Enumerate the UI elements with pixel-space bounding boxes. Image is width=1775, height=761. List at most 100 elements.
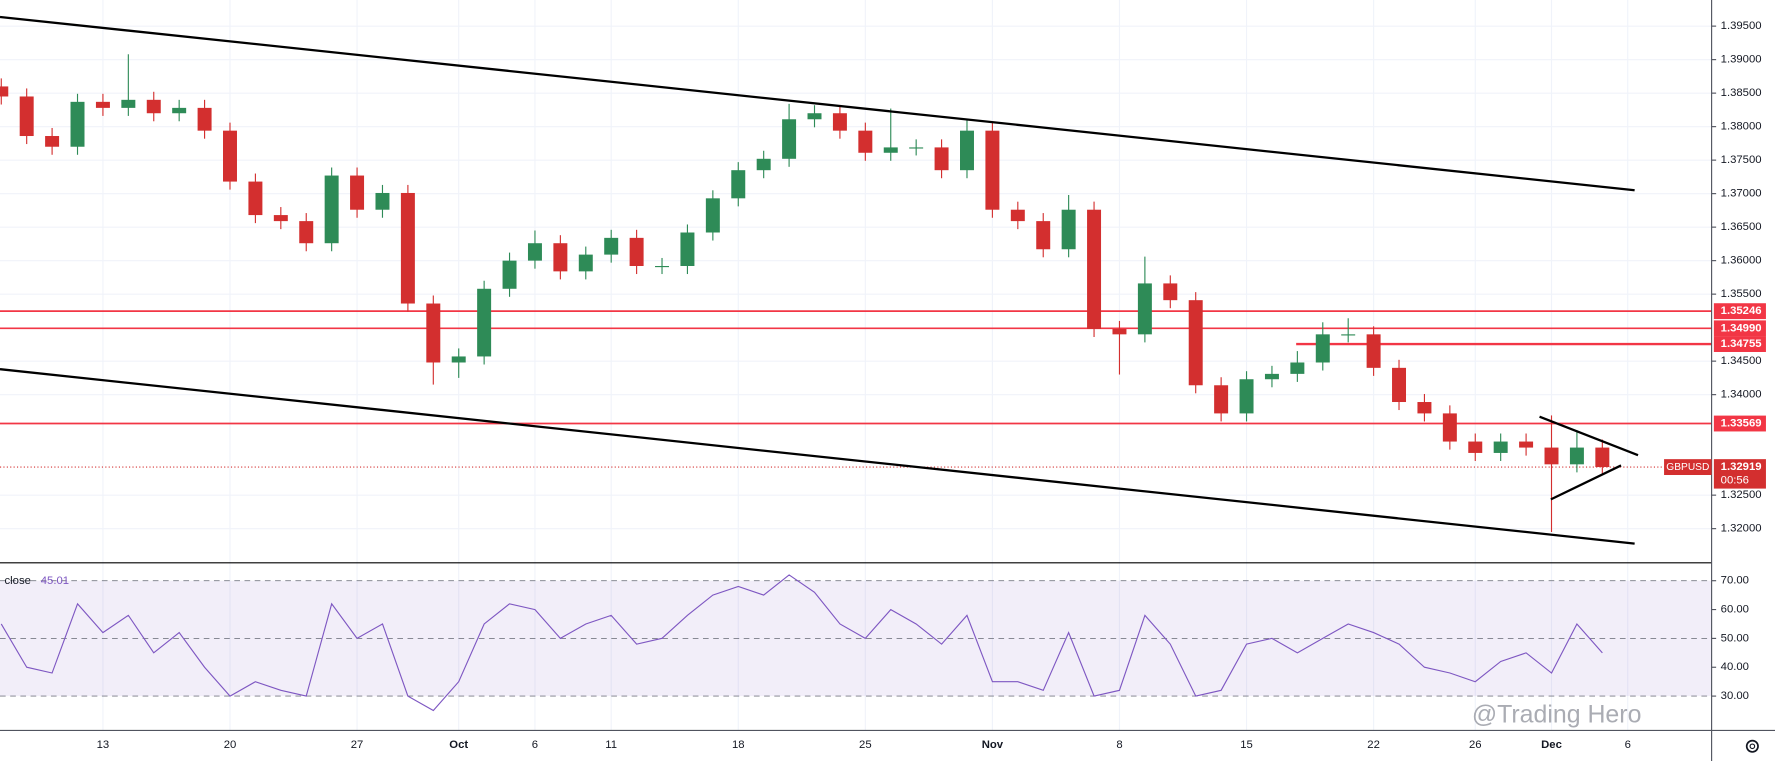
axes: 13 20 27 Oct 6 11 18 25 Nov 8 15 22 26 Dec 6 1.39500 1.3… [97, 20, 1762, 751]
candle-body [1061, 209, 1076, 250]
candle-body [19, 96, 34, 137]
candle-body [197, 107, 212, 131]
rsi-tick-label: 50.00 [1721, 632, 1749, 644]
candle-body [934, 147, 949, 171]
candle-body [527, 243, 542, 261]
candle-body [1468, 441, 1483, 453]
x-tick-label: 6 [1625, 739, 1631, 751]
candle-body [1544, 447, 1559, 465]
settings-icon[interactable] [1745, 739, 1759, 753]
candle-body [400, 192, 415, 304]
x-tick-label: Nov [982, 739, 1004, 751]
y-tick-label: 1.38000 [1721, 121, 1762, 133]
y-tick-label: 1.38500 [1721, 87, 1762, 99]
last-price-tag [1713, 459, 1766, 489]
candle-body [172, 107, 187, 114]
candle-body [1010, 209, 1025, 222]
x-tick-label: 20 [224, 739, 237, 751]
candle-body [985, 130, 1000, 210]
candle-body [273, 215, 288, 222]
candle-body [1214, 385, 1229, 414]
candle-body [1595, 447, 1610, 468]
y-tick-label: 1.37500 [1721, 154, 1762, 166]
candle-body [299, 221, 314, 244]
x-tick-label: 25 [859, 739, 872, 751]
gear[interactable] [1745, 739, 1759, 753]
candle-body [1519, 441, 1534, 448]
price-level-tag [1713, 303, 1766, 320]
y-tick-label: 1.34500 [1721, 355, 1762, 367]
candle-body [1290, 362, 1305, 374]
x-tick-label: 18 [732, 739, 745, 751]
candle-body [426, 303, 441, 363]
x-tick-label: Oct [449, 739, 468, 751]
y-tick-label: 1.39000 [1721, 54, 1762, 66]
candle-body [782, 119, 797, 159]
candle-body [680, 232, 695, 267]
rsi-tick-label: 30.00 [1721, 690, 1749, 702]
candle-body [223, 130, 237, 182]
triangle-lower [1550, 464, 1622, 501]
x-tick-label: 6 [532, 739, 538, 751]
candle-body [70, 101, 85, 147]
rsi-tick-label: 60.00 [1721, 604, 1749, 616]
gear-hub[interactable] [1749, 743, 1756, 750]
candle-body [121, 99, 136, 108]
candle-body [604, 237, 619, 255]
candle-body [883, 147, 898, 153]
candle-body [629, 237, 644, 267]
candle-body [375, 192, 390, 210]
price-level-label: 1.34990 [1721, 322, 1762, 334]
price-level-tag [1713, 415, 1766, 432]
candle-body [832, 113, 847, 131]
candle-body [731, 170, 746, 199]
candle-body [959, 130, 974, 171]
candle-body [1137, 283, 1152, 335]
candle-body [1366, 334, 1381, 368]
candle-body [578, 254, 593, 272]
y-tick-label: 1.34000 [1721, 389, 1762, 401]
rsi-tick-label: 70.00 [1721, 575, 1749, 587]
candle-body [146, 99, 161, 114]
x-tick-label: 27 [351, 739, 364, 751]
y-tick-label: 1.32500 [1721, 489, 1762, 501]
candle-body [1392, 367, 1407, 403]
candle-body [1442, 413, 1457, 442]
candles [0, 54, 1610, 533]
candle-body [1341, 334, 1356, 336]
candle-body [1036, 221, 1051, 250]
candle-body [0, 86, 9, 97]
watermark: @Trading Hero [1472, 700, 1642, 728]
x-tick-label: Dec [1541, 739, 1562, 751]
candle-body [1163, 283, 1178, 301]
last-price-label: 1.32919 [1721, 461, 1762, 473]
labels: close 45.01 1.35246 1.34990 1.34755 1.33569 GB… [5, 303, 1766, 587]
drawings [0, 15, 1639, 545]
price-level-tag [1713, 336, 1766, 352]
price-level-label: 1.33569 [1721, 418, 1762, 430]
candle-body [1493, 441, 1508, 453]
trend-line-upper [0, 15, 1635, 192]
levels [0, 310, 1712, 468]
rsi-value: 45.01 [41, 575, 69, 587]
x-tick-label: 8 [1116, 739, 1122, 751]
y-tick-label: 1.36500 [1721, 221, 1762, 233]
x-tick-label: 22 [1367, 739, 1380, 751]
candle-body [324, 175, 339, 244]
x-tick-label: 26 [1469, 739, 1482, 751]
candle-body [45, 136, 60, 147]
rsi-name: close [5, 575, 31, 587]
price-level-label: 1.35246 [1721, 305, 1762, 317]
candle-body [1315, 334, 1330, 363]
candle-body [1239, 379, 1254, 414]
candle-body [502, 260, 517, 289]
candle-body [553, 243, 568, 272]
candle-body [477, 288, 492, 357]
candle-body [1264, 373, 1279, 380]
candle-body [1087, 209, 1102, 329]
candle-body [756, 158, 771, 171]
candle-body [655, 266, 670, 268]
trend-line-lower [0, 368, 1635, 545]
y-tick-label: 1.39500 [1721, 20, 1762, 32]
